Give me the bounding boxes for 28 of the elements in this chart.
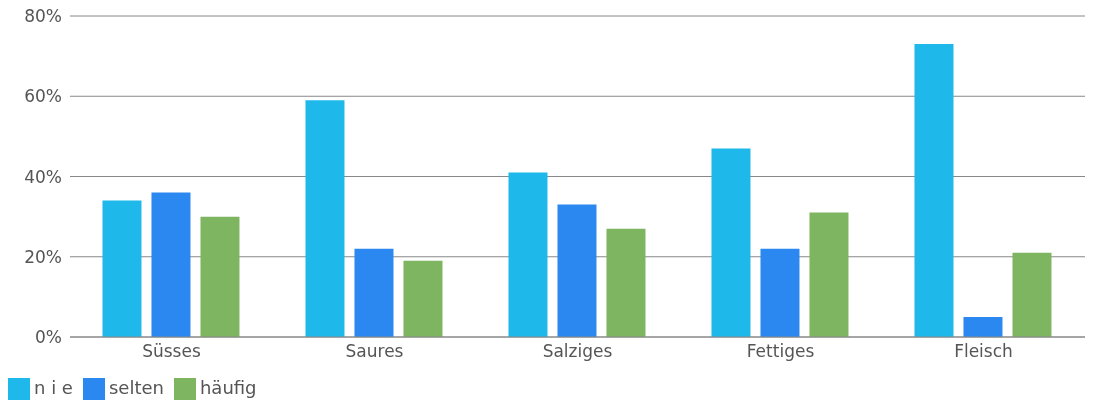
bar: [151, 192, 191, 337]
y-tick-label: 40%: [24, 166, 62, 187]
y-tick-label: 80%: [24, 6, 62, 27]
bar: [914, 44, 954, 337]
bar: [403, 260, 443, 337]
bar: [963, 316, 1003, 337]
y-tick-label: 60%: [24, 86, 62, 107]
x-tick-label: Süsses: [142, 341, 201, 362]
x-tick-label: Salziges: [542, 341, 613, 362]
x-tick-label: Fleisch: [954, 341, 1013, 362]
bar: [1012, 252, 1052, 337]
y-tick-label: 0%: [35, 327, 62, 348]
bar: [508, 172, 548, 337]
bar: [354, 248, 394, 337]
bar: [711, 148, 751, 337]
bar: [102, 200, 142, 337]
y-tick-label: 20%: [24, 246, 62, 267]
x-tick-label: Fettiges: [746, 341, 815, 362]
legend-label: häufig: [199, 377, 257, 398]
bar: [200, 216, 240, 337]
legend-label: selten: [108, 377, 164, 398]
bar: [760, 248, 800, 337]
bar: [557, 204, 597, 337]
legend-label: n i e: [34, 377, 73, 398]
bar: [809, 212, 849, 337]
bar: [305, 100, 345, 337]
bar: [606, 228, 646, 337]
x-tick-label: Saures: [345, 341, 404, 362]
